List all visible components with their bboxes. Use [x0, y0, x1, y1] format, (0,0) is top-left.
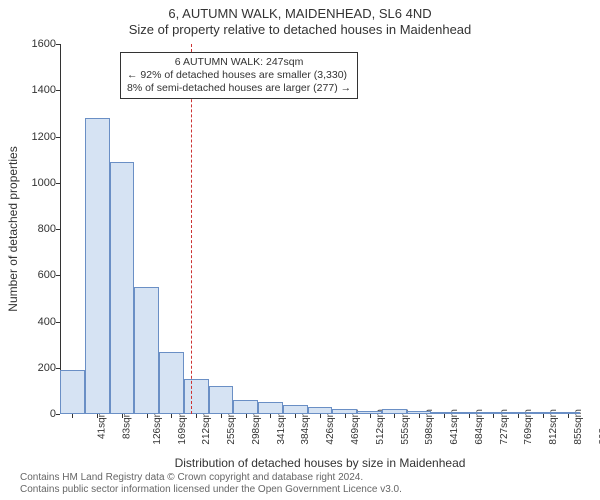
- y-tick-label: 1600: [20, 38, 56, 50]
- y-tick-label: 0: [20, 408, 56, 420]
- x-tick-mark: [122, 414, 123, 418]
- histogram-bar: [209, 386, 234, 414]
- callout-line: 6 AUTUMN WALK: 247sqm: [127, 56, 351, 69]
- y-tick-mark: [56, 90, 60, 91]
- histogram-bar: [233, 400, 258, 414]
- x-tick-mark: [147, 414, 148, 418]
- x-tick-label: 341sqm: [276, 409, 287, 445]
- x-axis-label: Distribution of detached houses by size …: [60, 456, 580, 470]
- x-tick-mark: [419, 414, 420, 418]
- histogram-bar: [258, 402, 283, 414]
- x-tick-mark: [270, 414, 271, 418]
- x-tick-mark: [72, 414, 73, 418]
- x-tick-label: 169sqm: [177, 409, 188, 445]
- x-tick-mark: [469, 414, 470, 418]
- property-marker-line: [191, 44, 192, 414]
- y-tick-mark: [56, 183, 60, 184]
- x-tick-mark: [221, 414, 222, 418]
- x-tick-mark: [171, 414, 172, 418]
- histogram-bar: [85, 118, 110, 414]
- x-tick-mark: [345, 414, 346, 418]
- histogram-bar: [283, 405, 308, 414]
- x-tick-label: 298sqm: [251, 409, 262, 445]
- attribution-text: Contains HM Land Registry data © Crown c…: [20, 472, 402, 496]
- y-tick-label: 800: [20, 223, 56, 235]
- x-tick-mark: [320, 414, 321, 418]
- x-tick-label: 212sqm: [202, 409, 213, 445]
- y-tick-mark: [56, 368, 60, 369]
- attribution-line-2: Contains public sector information licen…: [20, 484, 402, 496]
- histogram-bar: [110, 162, 135, 414]
- x-tick-label: 512sqm: [375, 409, 386, 445]
- x-tick-mark: [568, 414, 569, 418]
- x-tick-mark: [518, 414, 519, 418]
- x-tick-label: 598sqm: [424, 409, 435, 445]
- y-tick-mark: [56, 229, 60, 230]
- x-tick-label: 384sqm: [301, 409, 312, 445]
- y-tick-label: 600: [20, 269, 56, 281]
- x-tick-mark: [493, 414, 494, 418]
- property-callout: 6 AUTUMN WALK: 247sqm← 92% of detached h…: [120, 52, 358, 99]
- histogram-bar: [308, 407, 333, 414]
- attribution-line-1: Contains HM Land Registry data © Crown c…: [20, 472, 402, 484]
- chart-plot-area: 0200400600800100012001400160041sqm83sqm1…: [60, 44, 580, 414]
- x-tick-label: 769sqm: [523, 409, 534, 445]
- y-tick-mark: [56, 137, 60, 138]
- x-tick-label: 727sqm: [499, 409, 510, 445]
- y-tick-mark: [56, 322, 60, 323]
- y-tick-mark: [56, 275, 60, 276]
- x-tick-mark: [444, 414, 445, 418]
- chart-supertitle: 6, AUTUMN WALK, MAIDENHEAD, SL6 4ND: [0, 6, 600, 21]
- x-tick-mark: [394, 414, 395, 418]
- x-tick-label: 684sqm: [474, 409, 485, 445]
- x-tick-mark: [370, 414, 371, 418]
- histogram-bar: [184, 379, 209, 414]
- x-tick-label: 555sqm: [400, 409, 411, 445]
- histogram-bar: [60, 370, 85, 414]
- y-tick-mark: [56, 414, 60, 415]
- callout-line: ← 92% of detached houses are smaller (3,…: [127, 69, 351, 82]
- histogram-bar: [159, 352, 184, 414]
- x-tick-label: 812sqm: [548, 409, 559, 445]
- x-tick-label: 426sqm: [325, 409, 336, 445]
- y-axis-label: Number of detached properties: [6, 44, 20, 414]
- x-tick-mark: [543, 414, 544, 418]
- x-tick-mark: [97, 414, 98, 418]
- x-tick-label: 641sqm: [449, 409, 460, 445]
- y-tick-label: 1000: [20, 177, 56, 189]
- x-tick-label: 255sqm: [226, 409, 237, 445]
- x-tick-mark: [295, 414, 296, 418]
- y-tick-label: 200: [20, 362, 56, 374]
- x-tick-label: 126sqm: [152, 409, 163, 445]
- x-tick-label: 855sqm: [573, 409, 584, 445]
- y-tick-label: 1200: [20, 131, 56, 143]
- callout-line: 8% of semi-detached houses are larger (2…: [127, 82, 351, 95]
- y-tick-mark: [56, 44, 60, 45]
- x-tick-mark: [196, 414, 197, 418]
- x-tick-label: 469sqm: [350, 409, 361, 445]
- x-tick-mark: [246, 414, 247, 418]
- y-tick-label: 1400: [20, 84, 56, 96]
- chart-title: Size of property relative to detached ho…: [0, 22, 600, 37]
- histogram-bar: [134, 287, 159, 414]
- y-tick-label: 400: [20, 316, 56, 328]
